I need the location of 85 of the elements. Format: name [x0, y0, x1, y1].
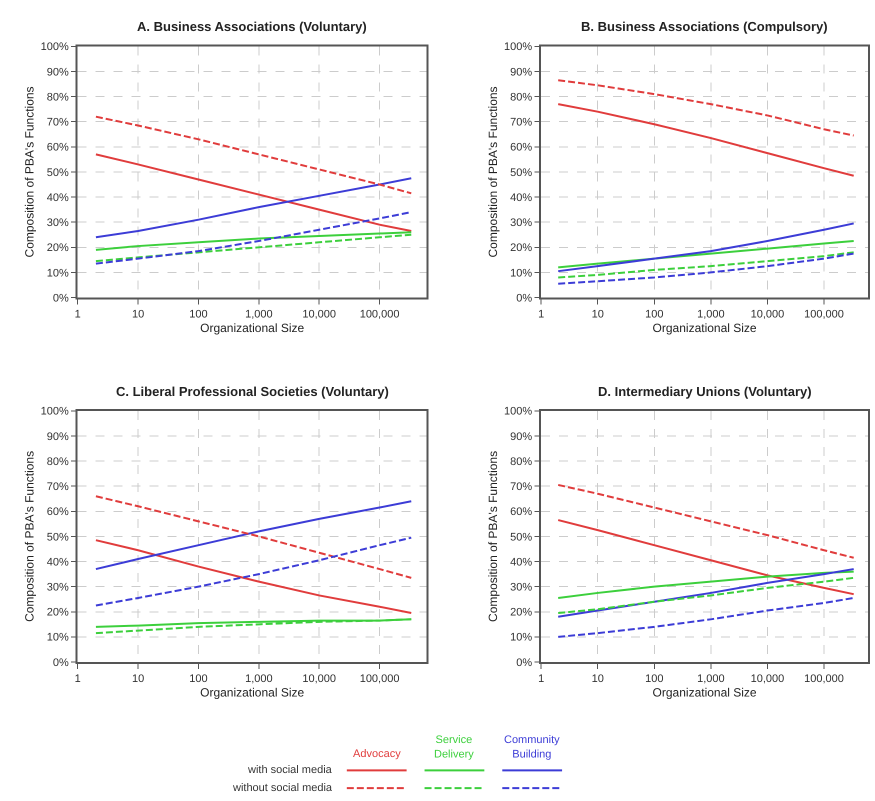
x-tick-label: 1,000: [697, 308, 725, 320]
x-tick-label: 1,000: [697, 672, 725, 685]
y-axis-title: Composition of PBA's Functions: [486, 86, 500, 258]
x-tick-label: 10: [592, 308, 604, 320]
x-tick-label: 100,000: [360, 308, 400, 320]
y-tick-label: 20%: [510, 606, 532, 619]
y-tick-label: 60%: [510, 142, 532, 154]
x-tick-label: 10,000: [750, 672, 784, 685]
x-tick-label: 100,000: [804, 308, 844, 320]
y-tick-label: 20%: [46, 606, 69, 619]
x-axis-title: Organizational Size: [652, 685, 757, 700]
text: Service Delivery: [434, 734, 474, 760]
y-tick-label: 60%: [46, 142, 69, 154]
y-tick-label: 90%: [510, 430, 532, 443]
chart-title: A. Business Associations (Voluntary): [137, 19, 367, 34]
chart-title: C. Liberal Professional Societies (Voluntary): [116, 384, 389, 399]
x-tick-label: 10: [132, 308, 144, 320]
x-tick-label: 100,000: [360, 672, 400, 685]
y-tick-label: 50%: [510, 166, 532, 179]
x-tick-label: 10,000: [302, 308, 336, 320]
y-tick-label: 90%: [510, 66, 532, 78]
x-tick-label: 10: [592, 672, 604, 685]
chart-title: B. Business Associations (Compulsory): [581, 19, 828, 34]
y-tick-label: 50%: [510, 531, 532, 544]
x-tick-label: 1,000: [245, 672, 273, 685]
x-axis-title: Organizational Size: [200, 685, 304, 700]
x-tick-label: 100: [645, 308, 664, 320]
y-tick-label: 50%: [46, 166, 69, 179]
x-tick-label: 10,000: [750, 308, 784, 320]
text: Community Building: [504, 734, 560, 760]
x-axis-title: Organizational Size: [652, 320, 757, 335]
chart-title: D. Intermediary Unions (Voluntary): [598, 384, 812, 399]
y-tick-label: 70%: [510, 481, 532, 494]
x-tick-label: 1: [538, 672, 544, 685]
y-tick-label: 100%: [504, 406, 532, 418]
x-tick-label: 1,000: [245, 308, 273, 320]
x-tick-label: 10: [132, 672, 144, 685]
y-tick-label: 0%: [52, 292, 70, 304]
y-tick-label: 0%: [516, 292, 532, 304]
y-tick-label: 100%: [40, 406, 70, 418]
y-tick-label: 90%: [46, 430, 69, 443]
y-tick-label: 80%: [510, 456, 532, 468]
y-axis-title: Composition of PBA's Functions: [486, 450, 500, 622]
x-tick-label: 1: [538, 308, 544, 320]
x-tick-label: 1: [74, 672, 81, 685]
text: without social media: [232, 782, 333, 794]
y-tick-label: 30%: [46, 582, 69, 594]
y-tick-label: 30%: [510, 217, 532, 230]
y-tick-label: 70%: [46, 481, 69, 494]
y-tick-label: 20%: [46, 242, 69, 254]
x-tick-label: 1: [74, 308, 81, 320]
y-tick-label: 0%: [516, 656, 532, 669]
y-axis-title: Composition of PBA's Functions: [22, 450, 36, 622]
y-tick-label: 40%: [510, 556, 532, 568]
y-tick-label: 70%: [46, 116, 69, 129]
y-axis-title: Composition of PBA's Functions: [22, 86, 36, 258]
y-tick-label: 70%: [510, 116, 532, 129]
x-tick-label: 100,000: [804, 672, 844, 685]
y-tick-label: 80%: [46, 91, 69, 104]
y-tick-label: 10%: [510, 632, 532, 644]
y-tick-label: 100%: [504, 41, 532, 54]
y-tick-label: 20%: [510, 242, 532, 254]
y-tick-label: 10%: [46, 632, 69, 644]
y-tick-label: 40%: [510, 192, 532, 204]
x-tick-label: 10,000: [302, 672, 336, 685]
text: Advocacy: [353, 748, 402, 760]
y-tick-label: 100%: [40, 41, 70, 54]
y-tick-label: 0%: [52, 656, 70, 669]
y-tick-label: 50%: [46, 531, 69, 544]
x-tick-label: 100: [645, 672, 664, 685]
y-tick-label: 40%: [46, 192, 69, 204]
y-tick-label: 10%: [510, 267, 532, 280]
y-tick-label: 80%: [510, 91, 532, 104]
x-tick-label: 100: [189, 308, 208, 320]
y-tick-label: 60%: [46, 506, 69, 518]
y-tick-label: 90%: [46, 66, 69, 78]
text: with social media: [247, 764, 333, 776]
y-tick-label: 60%: [510, 506, 532, 518]
y-tick-label: 30%: [46, 217, 69, 230]
x-axis-title: Organizational Size: [200, 320, 304, 335]
y-tick-label: 10%: [46, 267, 69, 280]
x-tick-label: 100: [189, 672, 208, 685]
y-tick-label: 80%: [46, 456, 69, 468]
y-tick-label: 30%: [510, 582, 532, 594]
y-tick-label: 40%: [46, 556, 69, 568]
